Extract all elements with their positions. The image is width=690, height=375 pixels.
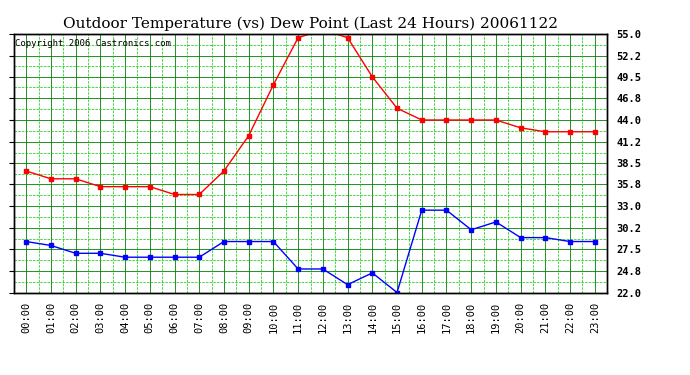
Title: Outdoor Temperature (vs) Dew Point (Last 24 Hours) 20061122: Outdoor Temperature (vs) Dew Point (Last… — [63, 17, 558, 31]
Text: Copyright 2006 Castronics.com: Copyright 2006 Castronics.com — [15, 39, 171, 48]
